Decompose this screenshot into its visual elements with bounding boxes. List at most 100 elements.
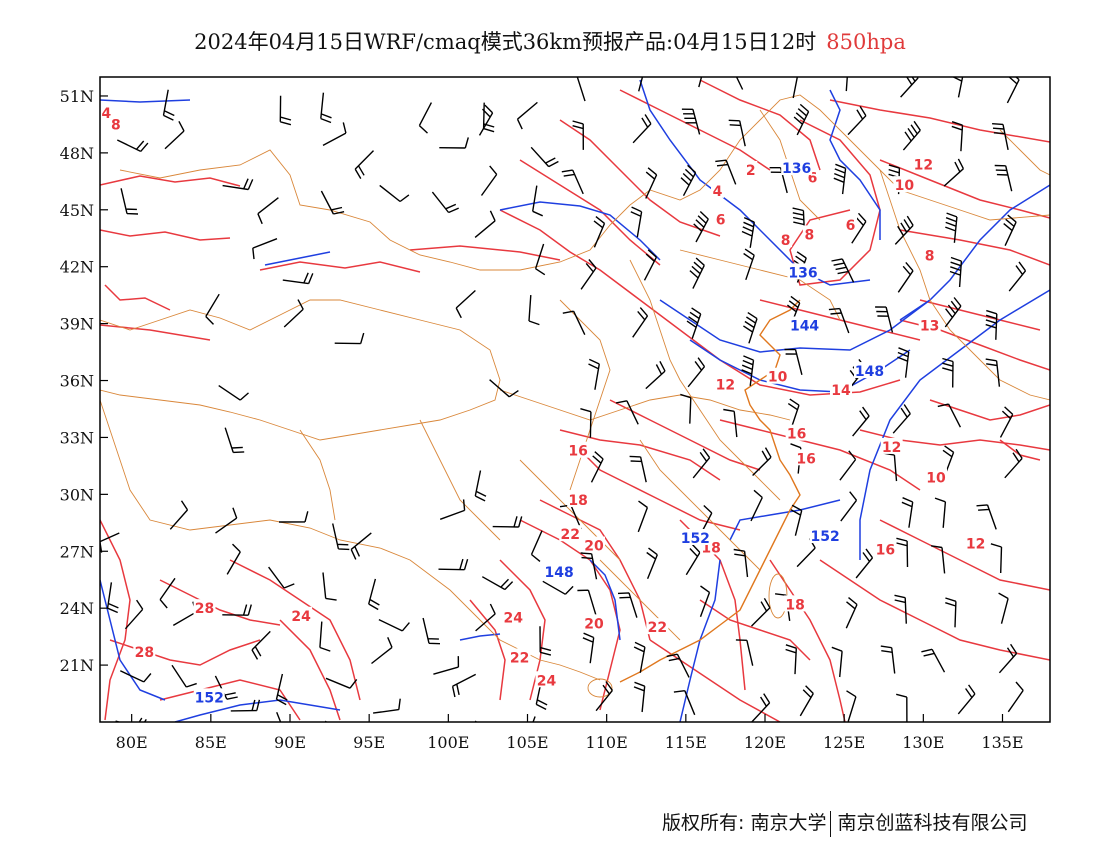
geopotential-label-bg [781, 159, 813, 176]
wind-barb [896, 693, 908, 722]
wind-barb [222, 178, 254, 191]
wind-barb [455, 289, 476, 319]
wind-barb [845, 597, 858, 629]
wind-barb [845, 77, 848, 92]
geopotential-label: 152 [195, 690, 224, 706]
temperature-label-bg [874, 540, 897, 557]
boundary-line [679, 249, 841, 321]
wind-barb [985, 309, 998, 340]
temperature-label: 16 [787, 427, 806, 443]
wind-barb [633, 641, 646, 673]
wind-barb [379, 184, 410, 203]
wind-barb [930, 545, 946, 574]
temperature-isotherm [579, 449, 741, 531]
temperature-label-bg [508, 648, 531, 665]
wind-barb [892, 404, 911, 434]
temperature-label: 12 [966, 537, 985, 553]
wind-barb [172, 601, 197, 627]
wind-barb [894, 594, 907, 624]
wind-barb [566, 77, 586, 102]
copyright-left: 版权所有: 南京大学 [662, 812, 827, 834]
temperature-isotherm [699, 79, 821, 171]
lat-tick-label: 42N [60, 258, 94, 277]
wind-barb [373, 698, 401, 714]
wind-barb [475, 603, 496, 632]
wind-barb [582, 632, 595, 664]
temperature-label-bg [109, 115, 123, 132]
temperature-isotherm [559, 119, 721, 237]
geopotential-contours [100, 79, 1050, 722]
wind-barb [992, 123, 1009, 151]
temperature-label: 22 [510, 651, 529, 667]
lat-tick-label: 27N [60, 542, 94, 561]
wind-barb [332, 523, 350, 551]
geopotential-label: 136 [782, 161, 811, 177]
temperature-label-bg [193, 599, 216, 616]
wind-barb [875, 306, 894, 333]
wind-barb [324, 720, 327, 722]
wind-barb [900, 77, 919, 98]
wind-barb [951, 121, 964, 152]
boundary-line [499, 389, 791, 421]
wind-barb [943, 158, 965, 187]
wind-barb [116, 139, 149, 153]
wind-barb [577, 589, 597, 616]
temperature-label-bg [925, 468, 947, 485]
lon-tick-label: 125E [823, 733, 865, 752]
temperature-isotherm [819, 559, 1050, 661]
boundary-line [299, 429, 336, 521]
wind-barb [994, 164, 1013, 192]
boundary-line [999, 129, 1050, 176]
wind-barb [792, 77, 799, 99]
temperature-label-bg [714, 210, 728, 227]
temperature-label: 16 [796, 451, 815, 467]
wind-barb [733, 548, 749, 578]
wind-barb [224, 427, 245, 454]
wind-barb [629, 455, 647, 483]
wind-barb [257, 197, 279, 225]
lat-tick-label: 36N [60, 372, 94, 391]
temperature-label: 6 [808, 171, 818, 187]
wind-barb [786, 295, 801, 328]
latitude-axis: 51N 48N 45N 42N 39N 36N 33N 30N 27N 24N 21N [60, 87, 108, 675]
temperature-label-bg [918, 316, 941, 333]
temperature-label: 24 [291, 609, 311, 625]
hainan-outline [587, 678, 613, 698]
wind-barb [378, 618, 410, 632]
wind-barb [847, 106, 867, 136]
temperature-label: 20 [584, 539, 604, 555]
wind-barb [666, 653, 690, 678]
lon-tick-label: 135E [981, 733, 1023, 752]
temperature-label-bg [502, 608, 525, 625]
geopotential-label-bg [679, 528, 711, 545]
lat-tick-label: 39N [60, 315, 94, 334]
wind-barb [279, 95, 292, 126]
wind-barb [784, 348, 803, 375]
temperature-label-bg [802, 225, 816, 242]
temperature-isotherm [649, 639, 781, 722]
wind-barb [851, 212, 867, 244]
wind-barb [833, 163, 847, 195]
wind-barb [322, 572, 337, 601]
temperature-label: 22 [648, 620, 667, 636]
temperature-label-bg [559, 525, 582, 542]
wind-barb [368, 578, 380, 611]
wind-barb [371, 637, 393, 665]
wind-barb [751, 597, 771, 627]
wind-barb [839, 450, 857, 481]
wind-barb [322, 122, 347, 147]
temperature-label: 8 [781, 233, 791, 249]
wind-barb [999, 406, 1014, 438]
temperature-label-bg [880, 437, 903, 454]
geopotential-label-bg [787, 263, 819, 280]
temperature-label: 8 [804, 227, 814, 243]
temperature-label-bg [290, 606, 313, 623]
wind-barb [1007, 681, 1024, 713]
wind-barb [1003, 214, 1017, 246]
wind-barb [793, 103, 810, 136]
wind-barb [741, 355, 755, 386]
geopotential-isoline [174, 699, 341, 722]
wind-barb [595, 681, 613, 712]
geopotential-label: 136 [788, 265, 817, 281]
